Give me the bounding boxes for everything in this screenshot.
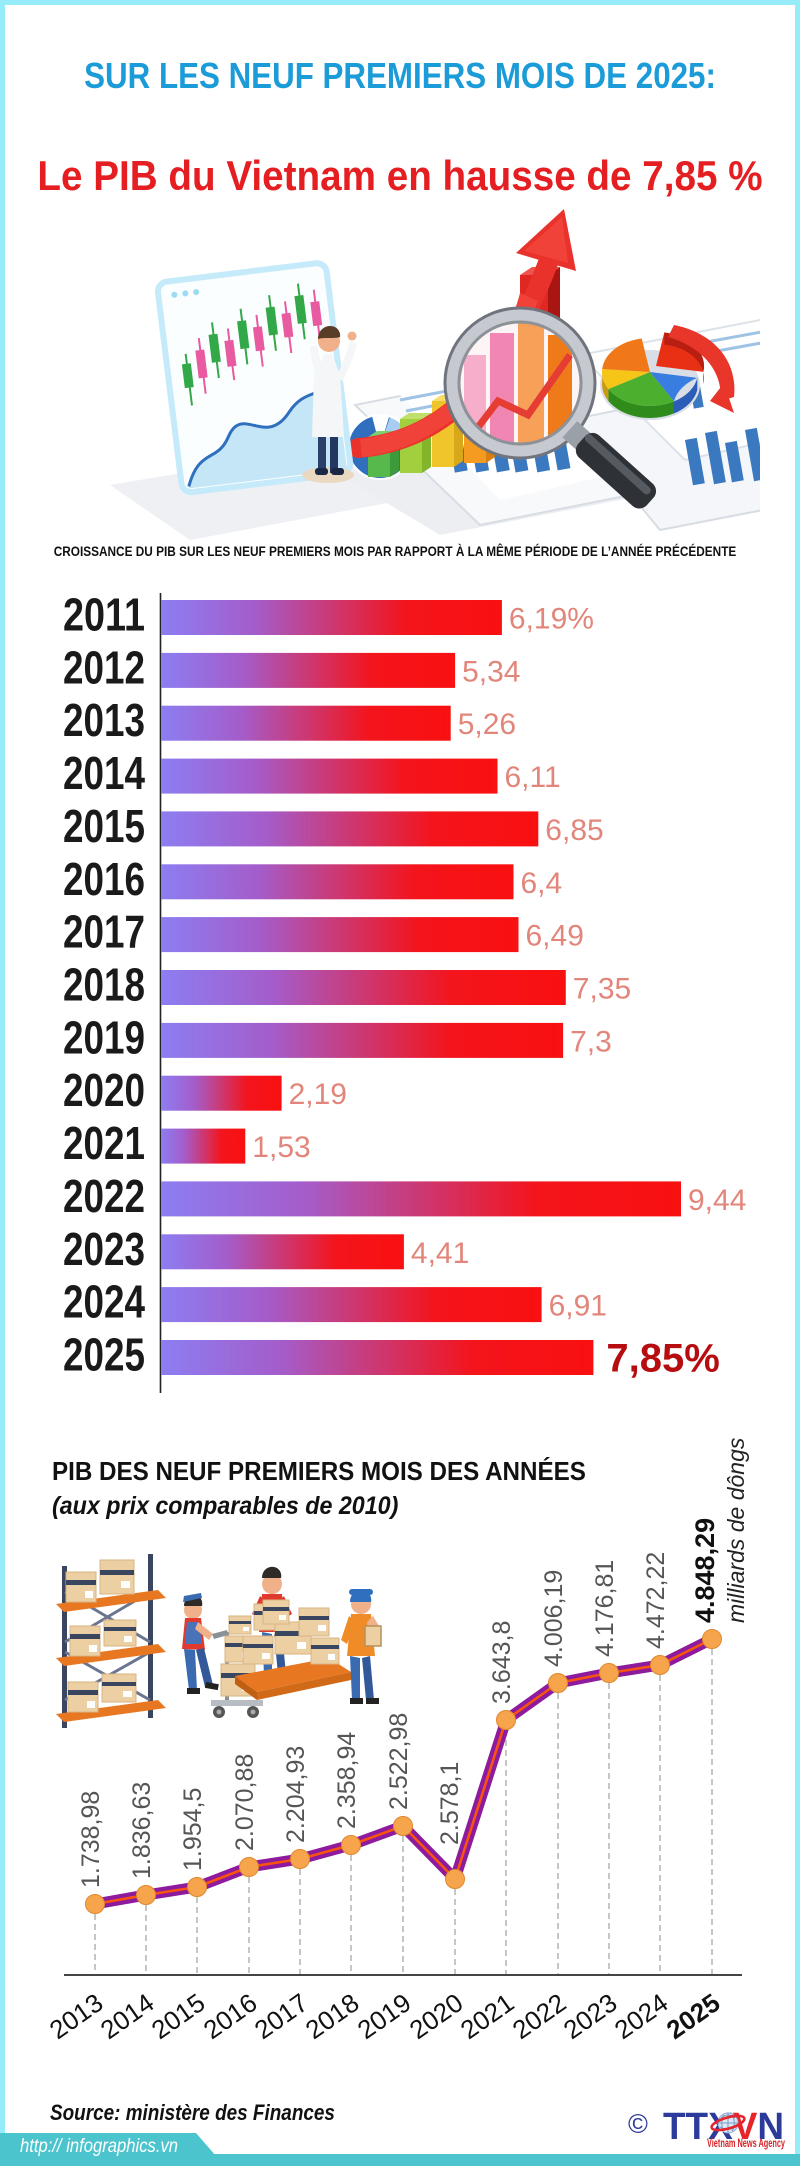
svg-text:2016: 2016 <box>63 853 145 905</box>
svg-text:2017: 2017 <box>63 906 145 958</box>
svg-text:1,53: 1,53 <box>252 1131 310 1164</box>
svg-text:6,49: 6,49 <box>526 920 584 953</box>
svg-text:2020: 2020 <box>63 1064 145 1116</box>
svg-text:2024: 2024 <box>609 1987 674 2045</box>
svg-text:2025: 2025 <box>63 1329 145 1381</box>
svg-text:3.643,8: 3.643,8 <box>488 1621 516 1704</box>
svg-text:milliards de dôngs: milliards de dôngs <box>723 1437 749 1623</box>
svg-text:2013: 2013 <box>44 1987 109 2045</box>
svg-text:2022: 2022 <box>63 1170 145 1222</box>
svg-text:6,11: 6,11 <box>505 761 561 794</box>
svg-text:2021: 2021 <box>455 1987 520 2045</box>
svg-text:2019: 2019 <box>352 1987 417 2045</box>
svg-text:2.070,88: 2.070,88 <box>231 1754 259 1851</box>
svg-text:2014: 2014 <box>63 747 145 799</box>
svg-text:2019: 2019 <box>63 1011 145 1063</box>
svg-text:4.176,81: 4.176,81 <box>591 1560 619 1657</box>
svg-text:2018: 2018 <box>300 1987 365 2045</box>
svg-text:2011: 2011 <box>63 589 145 641</box>
svg-text:4.472,22: 4.472,22 <box>642 1552 670 1649</box>
svg-text:2020: 2020 <box>404 1987 469 2045</box>
svg-text:TTXVN: TTXVN <box>663 2106 784 2148</box>
svg-text:6,91: 6,91 <box>549 1290 607 1323</box>
svg-text:7,3: 7,3 <box>570 1025 612 1058</box>
svg-text:2022: 2022 <box>507 1987 572 2045</box>
svg-text:5,26: 5,26 <box>458 708 516 741</box>
svg-text:7,85%: 7,85% <box>606 1337 719 1381</box>
svg-text:2016: 2016 <box>198 1987 263 2045</box>
svg-text:1.836,63: 1.836,63 <box>128 1782 156 1879</box>
svg-text:2013: 2013 <box>63 694 145 746</box>
svg-text:2.522,98: 2.522,98 <box>385 1713 413 1810</box>
svg-text:2017: 2017 <box>249 1987 314 2045</box>
svg-text:2.578,1: 2.578,1 <box>436 1762 464 1845</box>
svg-text:©: © <box>628 2109 648 2139</box>
svg-text:6,85: 6,85 <box>545 814 603 847</box>
svg-text:7,35: 7,35 <box>573 973 631 1006</box>
svg-text:4.848,29: 4.848,29 <box>690 1518 720 1623</box>
svg-text:1.954,5: 1.954,5 <box>179 1788 207 1871</box>
svg-text:2015: 2015 <box>146 1987 211 2045</box>
svg-text:Vietnam News Agency: Vietnam News Agency <box>707 2138 785 2150</box>
svg-text:2,19: 2,19 <box>289 1078 347 1111</box>
svg-text:2023: 2023 <box>63 1223 145 1275</box>
svg-text:9,44: 9,44 <box>688 1184 746 1217</box>
svg-text:2015: 2015 <box>63 800 145 852</box>
svg-text:4.006,19: 4.006,19 <box>540 1570 568 1667</box>
svg-text:2024: 2024 <box>63 1276 145 1328</box>
svg-text:http:// infographics.vn: http:// infographics.vn <box>20 2136 178 2157</box>
svg-text:2025: 2025 <box>661 1987 726 2045</box>
svg-text:2012: 2012 <box>63 641 145 693</box>
svg-text:1.738,98: 1.738,98 <box>77 1791 105 1888</box>
svg-text:4,41: 4,41 <box>411 1237 469 1270</box>
svg-text:6,19%: 6,19% <box>509 603 594 636</box>
svg-text:2014: 2014 <box>95 1987 160 2045</box>
svg-text:2.204,93: 2.204,93 <box>282 1746 310 1843</box>
svg-text:2023: 2023 <box>558 1987 623 2045</box>
svg-text:5,34: 5,34 <box>462 655 520 688</box>
svg-text:6,4: 6,4 <box>521 867 563 900</box>
svg-text:2021: 2021 <box>63 1117 145 1169</box>
svg-text:2018: 2018 <box>63 959 145 1011</box>
svg-text:2.358,94: 2.358,94 <box>333 1732 361 1829</box>
